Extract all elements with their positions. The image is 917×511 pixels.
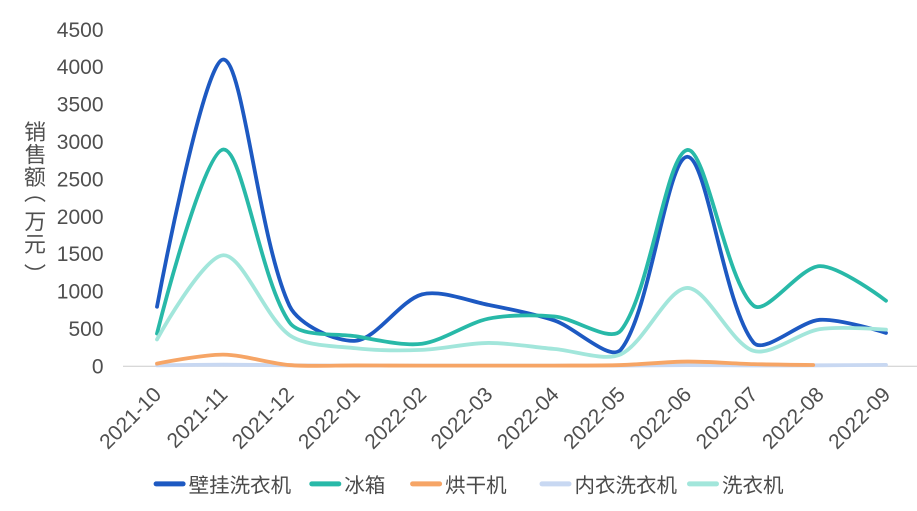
svg-text:3500: 3500	[57, 94, 104, 117]
svg-text:0: 0	[92, 355, 104, 378]
svg-text:1500: 1500	[57, 243, 104, 266]
svg-text:3000: 3000	[57, 131, 104, 154]
svg-text:4000: 4000	[57, 56, 104, 79]
svg-text:2000: 2000	[57, 206, 104, 229]
svg-text:500: 500	[68, 318, 103, 341]
svg-text:1000: 1000	[57, 281, 104, 304]
svg-text:2500: 2500	[57, 168, 104, 191]
svg-text:4500: 4500	[57, 19, 104, 42]
